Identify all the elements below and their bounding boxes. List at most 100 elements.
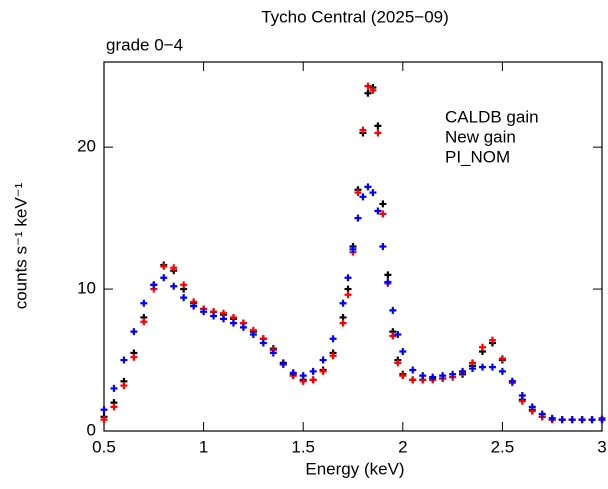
data-point — [150, 281, 158, 289]
data-point — [120, 356, 128, 364]
data-point — [160, 274, 168, 282]
data-point — [528, 403, 536, 411]
data-point — [344, 291, 352, 299]
data-point — [339, 299, 347, 307]
chart-subtitle: grade 0−4 — [106, 35, 183, 54]
legend-label: New gain — [445, 127, 516, 146]
data-point — [429, 373, 437, 381]
data-point — [180, 281, 188, 289]
data-point — [459, 367, 467, 375]
data-point — [409, 376, 417, 384]
x-tick-label: 1 — [199, 437, 208, 456]
data-point — [200, 308, 208, 316]
data-point — [389, 332, 397, 340]
data-point — [170, 282, 178, 290]
data-point — [349, 245, 357, 253]
data-point — [364, 82, 372, 90]
x-axis-label: Energy (keV) — [305, 459, 404, 478]
data-point — [359, 193, 367, 201]
data-point — [394, 359, 402, 367]
data-point — [299, 372, 307, 380]
data-point — [180, 294, 188, 302]
data-point — [374, 207, 382, 215]
data-point — [478, 343, 486, 351]
data-point — [419, 372, 427, 380]
data-point — [449, 370, 457, 378]
data-point — [598, 416, 606, 424]
data-point — [379, 200, 387, 208]
data-point — [384, 278, 392, 286]
x-tick-label: 3 — [597, 437, 606, 456]
data-point — [374, 122, 382, 130]
data-point — [344, 274, 352, 282]
data-point — [229, 319, 237, 327]
data-point — [409, 366, 417, 374]
data-point — [319, 367, 327, 375]
data-point — [170, 264, 178, 272]
data-point — [110, 384, 118, 392]
data-point — [578, 416, 586, 424]
data-point — [359, 126, 367, 134]
data-point — [518, 392, 526, 400]
data-point — [568, 416, 576, 424]
data-point — [389, 306, 397, 314]
data-point — [369, 189, 377, 197]
data-point — [379, 210, 387, 218]
data-point — [364, 183, 372, 191]
data-point — [588, 416, 596, 424]
data-point — [498, 367, 506, 375]
data-point — [319, 356, 327, 364]
data-point — [558, 416, 566, 424]
data-point — [374, 129, 382, 137]
data-point — [364, 89, 372, 97]
data-point — [249, 330, 257, 338]
x-tick-label: 1.5 — [291, 437, 315, 456]
data-point — [439, 372, 447, 380]
data-point — [220, 315, 228, 323]
y-tick-label: 20 — [77, 137, 96, 156]
data-point — [339, 319, 347, 327]
data-point — [379, 243, 387, 250]
data-point — [140, 299, 148, 307]
data-point — [548, 414, 556, 422]
data-point — [394, 330, 402, 338]
legend-label: CALDB gain — [445, 107, 539, 126]
data-point — [508, 377, 516, 385]
data-point — [488, 363, 496, 371]
chart-title: Tycho Central (2025−09) — [261, 7, 449, 26]
data-point — [309, 367, 317, 375]
y-tick-label: 0 — [87, 420, 96, 439]
x-tick-label: 0.5 — [92, 437, 116, 456]
plot-frame — [103, 61, 603, 432]
data-point — [140, 318, 148, 326]
y-tick-label: 10 — [77, 279, 96, 298]
data-point — [269, 349, 277, 357]
data-point — [130, 328, 138, 336]
data-point — [259, 339, 267, 347]
y-axis-label: counts s⁻¹ keV⁻¹ — [11, 182, 30, 309]
data-point — [329, 352, 337, 360]
data-point — [239, 323, 247, 331]
data-point — [160, 262, 168, 270]
data-point — [329, 335, 337, 343]
data-point — [190, 302, 198, 310]
data-point — [210, 312, 218, 320]
data-point — [488, 336, 496, 344]
x-tick-label: 2 — [398, 437, 407, 456]
legend-label: PI_NOM — [445, 147, 510, 166]
data-point — [469, 365, 477, 373]
data-point — [120, 382, 128, 390]
data-point — [478, 363, 486, 371]
data-point — [309, 376, 317, 384]
data-point — [354, 189, 362, 197]
data-point — [538, 410, 546, 418]
data-point — [498, 355, 506, 363]
data-point — [369, 86, 377, 94]
data-point — [100, 416, 108, 424]
data-point — [130, 353, 138, 361]
data-point — [279, 360, 287, 368]
data-point — [100, 406, 108, 414]
data-point — [399, 372, 407, 380]
